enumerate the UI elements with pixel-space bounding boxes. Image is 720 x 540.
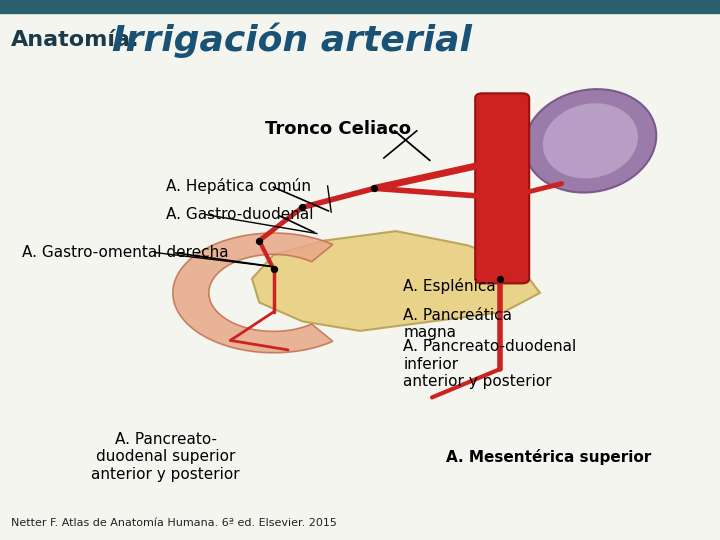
Text: A. Gastro-omental derecha: A. Gastro-omental derecha	[22, 245, 228, 260]
Text: A. Pancreato-duodenal
inferior
anterior y posterior: A. Pancreato-duodenal inferior anterior …	[403, 339, 577, 389]
Text: A. Esplénica: A. Esplénica	[403, 278, 496, 294]
Text: Anatomía:: Anatomía:	[11, 30, 140, 50]
FancyBboxPatch shape	[475, 93, 529, 284]
Text: A. Pancreato-
duodenal superior
anterior y posterior: A. Pancreato- duodenal superior anterior…	[91, 432, 240, 482]
Text: A. Mesentérica superior: A. Mesentérica superior	[446, 449, 652, 465]
Point	[297, 203, 308, 212]
Point	[495, 274, 506, 283]
Text: A. Gastro-duodenal: A. Gastro-duodenal	[166, 207, 313, 222]
Text: A. Pancreática
magna: A. Pancreática magna	[403, 308, 512, 340]
Text: Tronco Celiaco: Tronco Celiaco	[266, 120, 411, 138]
Ellipse shape	[543, 103, 638, 178]
Bar	[0, 0, 720, 13]
Text: A. Hepática común: A. Hepática común	[166, 178, 310, 194]
Polygon shape	[173, 233, 333, 353]
Point	[253, 237, 265, 245]
Text: Netter F. Atlas de Anatomía Humana. 6ª ed. Elsevier. 2015: Netter F. Atlas de Anatomía Humana. 6ª e…	[11, 518, 337, 528]
Point	[369, 184, 380, 193]
Text: Irrigación arterial: Irrigación arterial	[112, 23, 472, 58]
Point	[268, 265, 279, 273]
PathPatch shape	[252, 231, 540, 331]
FancyBboxPatch shape	[173, 98, 655, 507]
Ellipse shape	[525, 89, 656, 193]
